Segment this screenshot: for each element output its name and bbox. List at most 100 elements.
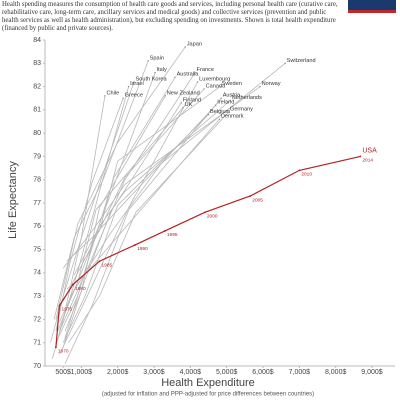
x-tick-label: 2,000$ — [107, 369, 129, 376]
country-end — [220, 97, 222, 99]
country-end — [218, 118, 221, 120]
description: Health spending measures the consumption… — [2, 1, 338, 32]
year-label: 2010 — [301, 172, 312, 178]
country-line — [62, 86, 261, 269]
year-label: 1985 — [102, 262, 113, 268]
country-end — [133, 81, 135, 83]
country-line — [55, 98, 124, 332]
year-label: 1990 — [137, 246, 148, 252]
country-label: Denmark — [221, 114, 244, 120]
country-end — [196, 81, 199, 83]
x-tick-label: 500$ — [55, 369, 71, 376]
country-label: Switzerland — [287, 58, 316, 64]
country-end — [127, 85, 130, 88]
usa-point — [98, 260, 101, 263]
country-label: Canada — [206, 83, 226, 89]
usa-point — [249, 195, 252, 197]
country-label: Chile — [106, 90, 119, 96]
year-label: 2005 — [252, 197, 263, 203]
country-line — [50, 81, 135, 343]
country-label: Israel — [130, 81, 144, 87]
y-tick-label: 71 — [33, 340, 41, 347]
country-end — [180, 102, 182, 104]
y-tick-label: 84 — [33, 37, 41, 44]
x-tick-label: 4,000$ — [180, 369, 202, 376]
y-axis-title: Life Expectancy — [7, 161, 19, 239]
country-line — [62, 88, 205, 301]
y-tick-label: 74 — [33, 270, 41, 277]
y-tick-label: 70 — [33, 363, 41, 370]
y-tick-label: 81 — [33, 107, 41, 114]
year-label: 1970 — [58, 349, 69, 355]
year-label: 1995 — [167, 232, 178, 238]
usa-point — [164, 230, 166, 232]
country-line — [59, 107, 184, 322]
country-line — [62, 102, 182, 348]
y-tick-label: 72 — [33, 316, 41, 323]
usa-point — [134, 244, 137, 246]
country-end — [215, 104, 217, 106]
usa-point — [55, 346, 57, 349]
usa-point — [203, 211, 206, 214]
logo — [348, 0, 396, 13]
country-label: South Korea — [136, 76, 168, 82]
country-end — [147, 60, 149, 62]
country-end — [207, 113, 210, 116]
y-tick-label: 80 — [33, 130, 41, 137]
x-tick-label: 1,000$ — [71, 369, 93, 376]
y-tick-label: 78 — [33, 177, 41, 184]
x-tick-label: 5,000$ — [216, 369, 238, 376]
country-label: France — [197, 67, 214, 73]
country-line — [59, 81, 198, 355]
x-tick-label: 8,000$ — [325, 369, 347, 376]
country-label: Finland — [183, 97, 201, 103]
y-tick-label: 73 — [33, 293, 41, 300]
country-end — [174, 76, 176, 78]
country-line — [59, 72, 196, 332]
country-label: New Zealand — [167, 90, 200, 96]
series-label: USA — [362, 147, 377, 154]
country-end — [227, 111, 230, 113]
country-label: Netherlands — [232, 95, 262, 101]
x-tick-label: 3,000$ — [143, 369, 165, 376]
country-label: Austria — [223, 93, 241, 99]
x-axis-title: Health Expenditure — [161, 377, 255, 389]
x-tick-label: 6,000$ — [252, 369, 274, 376]
y-tick-label: 77 — [33, 200, 41, 207]
country-label: Japan — [187, 41, 202, 47]
country-end — [154, 71, 156, 74]
country-end — [104, 95, 106, 97]
year-label: 2014 — [362, 158, 373, 164]
y-tick-label: 82 — [33, 83, 41, 90]
country-label: Germany — [230, 107, 253, 113]
country-end — [203, 88, 205, 90]
country-end — [182, 106, 184, 109]
country-end — [194, 71, 196, 74]
country-line — [55, 104, 217, 343]
country-label: Luxembourg — [199, 76, 230, 82]
y-tick-label: 76 — [33, 223, 41, 230]
country-line — [64, 95, 166, 332]
year-label: 2000 — [207, 214, 218, 220]
usa-point — [298, 169, 301, 172]
country-label: Australia — [177, 72, 200, 78]
country-line — [59, 86, 129, 332]
x-tick-label: 9,000$ — [361, 369, 383, 376]
country-line — [64, 97, 222, 364]
country-label: Sweden — [222, 81, 242, 87]
country-end — [219, 85, 221, 88]
y-tick-label: 75 — [33, 246, 41, 253]
country-label: Ireland — [217, 100, 234, 106]
y-tick-label: 79 — [33, 153, 41, 160]
country-line — [68, 111, 229, 343]
country-line — [53, 60, 149, 320]
country-label: Belgium — [210, 109, 231, 115]
y-tick-label: 83 — [33, 60, 41, 67]
x-axis-note: (adjusted for inflation and PPP-adjusted… — [102, 392, 314, 398]
usa-point — [58, 304, 61, 307]
country-end — [122, 97, 124, 99]
country-label: Spain — [150, 55, 164, 61]
usa-point — [72, 283, 74, 286]
